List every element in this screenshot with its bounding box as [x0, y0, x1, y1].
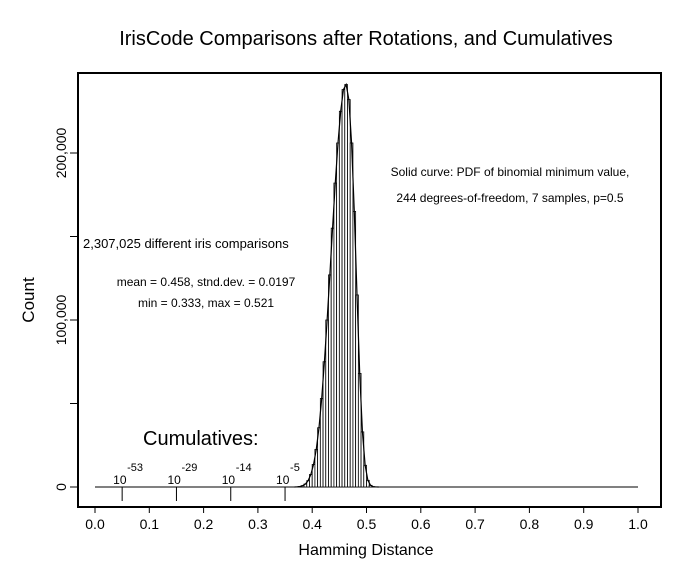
x-tick-label: 1.0 [628, 516, 648, 532]
comparisons-annotation: 2,307,025 different iris comparisons [83, 236, 289, 251]
histogram-bar [341, 89, 346, 488]
cumulative-base: 10 [222, 473, 236, 487]
histogram-bar [338, 110, 343, 488]
histogram-bar [325, 319, 329, 488]
x-tick-label: 0.8 [520, 516, 540, 532]
x-tick-label: 0.3 [248, 516, 268, 532]
stats-annotation-2: min = 0.333, max = 0.521 [138, 296, 274, 310]
cumulative-exponent: -5 [290, 462, 300, 474]
x-tick-label: 0.4 [302, 516, 322, 532]
y-axis-label: Count [19, 277, 38, 323]
cumulative-exponent: -14 [236, 462, 252, 474]
plot-frame [77, 72, 662, 508]
cumulative-base: 10 [167, 473, 181, 487]
histogram-bar [344, 84, 348, 488]
x-tick-label: 0.0 [85, 516, 105, 532]
histogram-bar [347, 99, 351, 488]
cumulatives-title: Cumulatives: [143, 428, 259, 450]
x-tick-label: 0.5 [357, 516, 377, 532]
y-tick-label: 0 [53, 483, 69, 491]
histogram-bar [328, 274, 332, 488]
cumulative-exponent: -53 [127, 462, 143, 474]
pdf-curve [294, 82, 379, 488]
histogram-bar [330, 227, 335, 488]
cumulative-base: 10 [113, 473, 127, 487]
y-tick-label: 100,000 [53, 294, 69, 345]
cumulative-exponent: -29 [181, 462, 197, 474]
histogram-bar [349, 142, 354, 488]
x-axis-label: Hamming Distance [298, 542, 433, 559]
x-tick-label: 0.1 [140, 516, 160, 532]
x-tick-label: 0.9 [574, 516, 594, 532]
y-tick-label: 200,000 [53, 127, 69, 178]
x-tick-label: 0.7 [465, 516, 485, 532]
histogram-bar [336, 142, 340, 488]
cumulative-base: 10 [276, 473, 290, 487]
histogram-bar [333, 182, 338, 488]
x-tick-label: 0.2 [194, 516, 214, 532]
curve-annotation-2: 244 degrees-of-freedom, 7 samples, p=0.5 [396, 191, 623, 205]
x-tick-label: 0.6 [411, 516, 431, 532]
stats-annotation-1: mean = 0.458, stnd.dev. = 0.0197 [117, 275, 296, 289]
chart-title: IrisCode Comparisons after Rotations, an… [119, 28, 613, 50]
curve-annotation-1: Solid curve: PDF of binomial minimum val… [391, 165, 630, 179]
